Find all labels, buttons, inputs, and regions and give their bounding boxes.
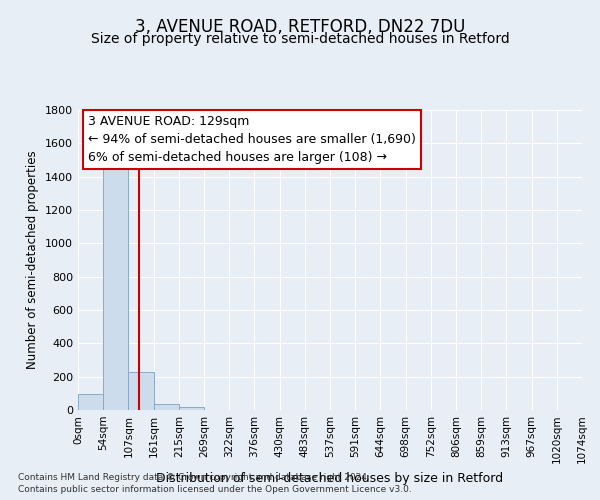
- Bar: [154, 404, 179, 410]
- Text: Contains public sector information licensed under the Open Government Licence v3: Contains public sector information licen…: [18, 485, 412, 494]
- Bar: [103, 168, 128, 410]
- X-axis label: Distribution of semi-detached houses by size in Retford: Distribution of semi-detached houses by …: [157, 472, 503, 485]
- Text: Contains HM Land Registry data © Crown copyright and database right 2024.: Contains HM Land Registry data © Crown c…: [18, 472, 370, 482]
- Y-axis label: Number of semi-detached properties: Number of semi-detached properties: [26, 150, 40, 370]
- Bar: [128, 372, 154, 410]
- Text: Size of property relative to semi-detached houses in Retford: Size of property relative to semi-detach…: [91, 32, 509, 46]
- Bar: [179, 406, 204, 410]
- Bar: [78, 394, 103, 410]
- Text: 3 AVENUE ROAD: 129sqm
← 94% of semi-detached houses are smaller (1,690)
6% of se: 3 AVENUE ROAD: 129sqm ← 94% of semi-deta…: [88, 114, 416, 164]
- Text: 3, AVENUE ROAD, RETFORD, DN22 7DU: 3, AVENUE ROAD, RETFORD, DN22 7DU: [135, 18, 465, 36]
